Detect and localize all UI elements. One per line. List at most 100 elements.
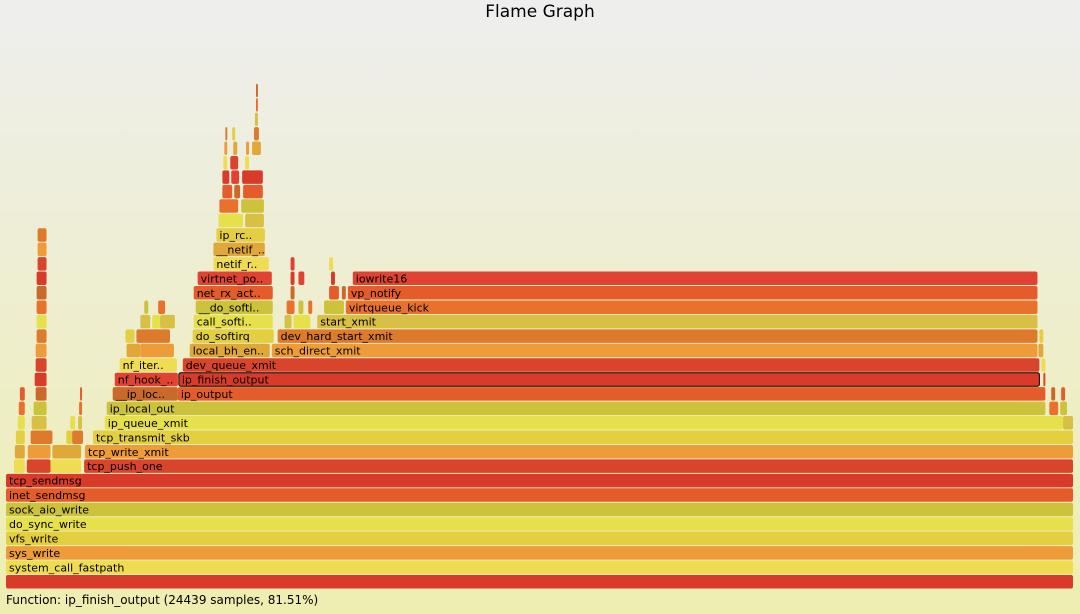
frame[interactable] [241, 199, 264, 213]
frame[interactable] [33, 401, 47, 416]
frame-rect[interactable] [1061, 387, 1066, 401]
frame-rect[interactable] [225, 127, 228, 141]
frame[interactable] [140, 314, 151, 329]
frame[interactable] [52, 444, 82, 459]
frame-tcp_sendmsg[interactable]: tcp_sendmsg [6, 473, 1073, 488]
frame-rect[interactable] [119, 358, 177, 372]
frame-call_softi-[interactable]: call_softi.. [193, 314, 273, 329]
frame-rect[interactable] [1038, 343, 1044, 358]
frame[interactable] [1061, 387, 1066, 401]
frame[interactable] [245, 155, 250, 170]
frame-__netif_-[interactable]: __netif_.. [213, 242, 265, 257]
frame[interactable] [36, 286, 47, 300]
frame-rect[interactable] [290, 271, 295, 286]
frame-dev_hard_start_xmit[interactable]: dev_hard_start_xmit [277, 329, 1038, 343]
frame-rect[interactable] [106, 401, 1046, 416]
frame[interactable] [1041, 358, 1046, 372]
frame-rect[interactable] [189, 343, 270, 358]
frame-rect[interactable] [256, 98, 258, 112]
frame-rect[interactable] [219, 199, 239, 213]
frame[interactable] [158, 300, 166, 314]
frame[interactable] [230, 155, 239, 170]
frame[interactable] [152, 314, 161, 329]
frame[interactable] [290, 257, 295, 271]
frame-rect[interactable] [193, 314, 273, 329]
frame-rect[interactable] [245, 213, 264, 228]
frame-vfs_write[interactable]: vfs_write [6, 531, 1073, 546]
frame-rect[interactable] [13, 459, 25, 473]
frame[interactable] [243, 184, 263, 199]
frame-rect[interactable] [224, 141, 228, 156]
frame-rect[interactable] [1041, 358, 1046, 372]
frame[interactable] [15, 430, 25, 445]
frame-tcp_push_one[interactable]: tcp_push_one [84, 459, 1074, 473]
frame-rect[interactable] [192, 329, 274, 343]
frame[interactable] [290, 271, 295, 286]
frame-rect[interactable] [352, 271, 1038, 286]
frame[interactable] [19, 387, 25, 401]
frame-do_sync_write[interactable]: do_sync_write [6, 517, 1073, 531]
frame-rect[interactable] [182, 358, 1040, 372]
frame-rect[interactable] [78, 416, 83, 430]
frame-rect[interactable] [213, 257, 269, 271]
frame-do_softirq[interactable]: do_softirq [192, 329, 274, 343]
frame-rect[interactable] [177, 387, 1046, 401]
frame[interactable] [126, 343, 141, 358]
frame[interactable] [329, 257, 334, 271]
frame[interactable] [37, 242, 47, 257]
frame[interactable] [256, 98, 258, 112]
frame-rect[interactable] [158, 300, 166, 314]
frame-rect[interactable] [331, 271, 335, 286]
frame-rect[interactable] [329, 257, 334, 271]
frame[interactable] [13, 459, 25, 473]
frame[interactable] [222, 184, 233, 199]
frame-rect[interactable] [216, 228, 265, 242]
frame-rect[interactable] [230, 155, 239, 170]
frame[interactable] [35, 358, 47, 372]
frame-rect[interactable] [329, 286, 339, 300]
frame-ip_finish_output[interactable]: ip_finish_output [178, 372, 1040, 387]
frame-sch_direct_xmit[interactable]: sch_direct_xmit [271, 343, 1038, 358]
frame-rect[interactable] [35, 358, 47, 372]
frame-rect[interactable] [140, 314, 151, 329]
frame[interactable] [219, 199, 239, 213]
frame[interactable] [17, 416, 25, 430]
frame[interactable] [78, 416, 83, 430]
frame[interactable] [36, 271, 47, 286]
frame-inet_sendmsg[interactable]: inet_sendmsg [6, 488, 1073, 502]
frame-rect[interactable] [37, 242, 47, 257]
frame-netif_r-[interactable]: netif_r.. [213, 257, 269, 271]
frame-rect[interactable] [126, 343, 141, 358]
frame-rect[interactable] [232, 127, 236, 141]
frame[interactable] [1060, 401, 1068, 416]
frame[interactable] [31, 416, 47, 430]
frame-rect[interactable] [80, 387, 83, 401]
frame-rect[interactable] [35, 387, 47, 401]
frame-__ip_loc-[interactable]: __ip_loc.. [112, 387, 178, 401]
frame[interactable] [331, 271, 335, 286]
frame-rect[interactable] [341, 286, 346, 300]
frame-rect[interactable] [1049, 401, 1059, 416]
frame-rect[interactable] [36, 271, 47, 286]
frame-ip_queue_xmit[interactable]: ip_queue_xmit [104, 416, 1064, 430]
frame[interactable] [329, 286, 339, 300]
frame-rect[interactable] [233, 141, 238, 156]
frame-rect[interactable] [136, 329, 170, 343]
frame-rect[interactable] [14, 444, 25, 459]
frame[interactable] [1063, 416, 1073, 430]
frame-rect[interactable] [271, 343, 1038, 358]
frame[interactable] [298, 271, 305, 286]
frame-rect[interactable] [6, 546, 1073, 560]
frame-virtnet_po-[interactable]: virtnet_po.. [197, 271, 272, 286]
frame[interactable] [26, 459, 51, 473]
frame-rect[interactable] [27, 444, 51, 459]
frame-ip_rc-[interactable]: ip_rc.. [216, 228, 265, 242]
frame-rect[interactable] [152, 314, 161, 329]
frame-rect[interactable] [317, 314, 1038, 329]
frame-rect[interactable] [6, 488, 1073, 502]
frame-nf_iter-[interactable]: nf_iter.. [119, 358, 177, 372]
frame-sock_aio_write[interactable]: sock_aio_write [6, 502, 1073, 517]
frame-rect[interactable] [160, 314, 175, 329]
frame-tcp_transmit_skb[interactable]: tcp_transmit_skb [92, 430, 1073, 445]
frame-rect[interactable] [140, 343, 174, 358]
